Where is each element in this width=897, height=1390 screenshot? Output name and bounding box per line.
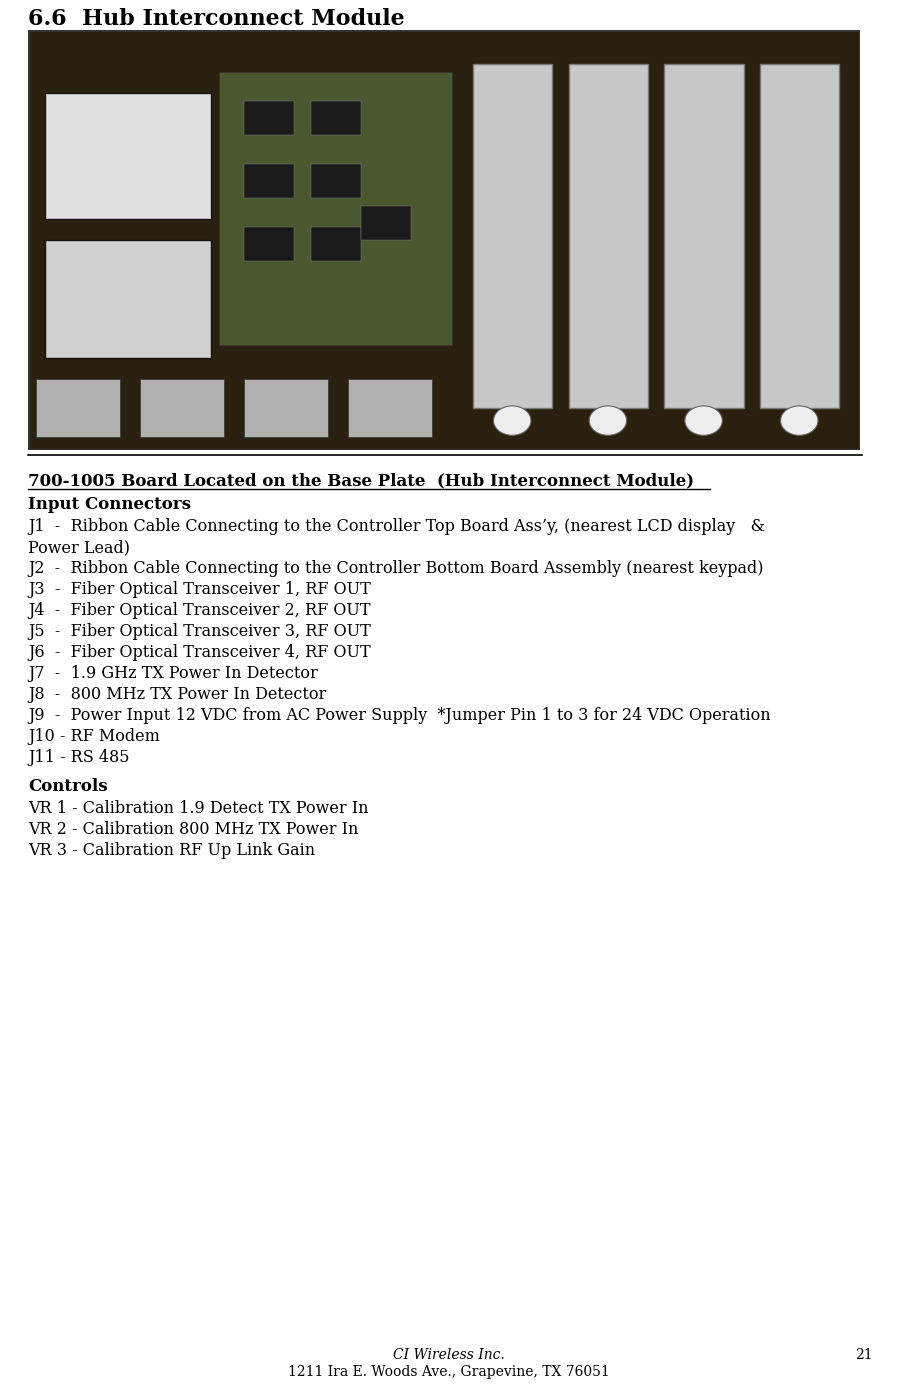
Ellipse shape — [685, 406, 722, 435]
Text: Input Connectors: Input Connectors — [28, 496, 191, 513]
FancyBboxPatch shape — [244, 101, 294, 135]
FancyBboxPatch shape — [28, 31, 860, 450]
Ellipse shape — [493, 406, 531, 435]
Text: J7  -  1.9 GHz TX Power In Detector: J7 - 1.9 GHz TX Power In Detector — [28, 664, 318, 682]
FancyBboxPatch shape — [244, 228, 294, 261]
FancyBboxPatch shape — [244, 164, 294, 197]
FancyBboxPatch shape — [665, 64, 744, 409]
FancyBboxPatch shape — [569, 64, 648, 409]
Text: J2  -  Ribbon Cable Connecting to the Controller Bottom Board Assembly (nearest : J2 - Ribbon Cable Connecting to the Cont… — [28, 560, 763, 577]
Text: VR 3 - Calibration RF Up Link Gain: VR 3 - Calibration RF Up Link Gain — [28, 842, 315, 859]
Ellipse shape — [589, 406, 627, 435]
Text: VR 2 - Calibration 800 MHz TX Power In: VR 2 - Calibration 800 MHz TX Power In — [28, 821, 359, 838]
FancyBboxPatch shape — [220, 72, 452, 345]
FancyBboxPatch shape — [45, 93, 211, 220]
Text: VR 1 - Calibration 1.9 Detect TX Power In: VR 1 - Calibration 1.9 Detect TX Power I… — [28, 801, 369, 817]
FancyBboxPatch shape — [140, 378, 223, 438]
Text: 21: 21 — [855, 1348, 873, 1362]
FancyBboxPatch shape — [473, 64, 553, 409]
Text: J11 - RS 485: J11 - RS 485 — [28, 749, 129, 766]
FancyBboxPatch shape — [311, 228, 361, 261]
FancyBboxPatch shape — [348, 378, 431, 438]
FancyBboxPatch shape — [311, 164, 361, 197]
Text: Controls: Controls — [28, 778, 108, 795]
Text: 1211 Ira E. Woods Ave., Grapevine, TX 76051: 1211 Ira E. Woods Ave., Grapevine, TX 76… — [288, 1365, 609, 1379]
Text: J5  -  Fiber Optical Transceiver 3, RF OUT: J5 - Fiber Optical Transceiver 3, RF OUT — [28, 623, 370, 639]
FancyBboxPatch shape — [36, 378, 119, 438]
FancyBboxPatch shape — [244, 378, 327, 438]
FancyBboxPatch shape — [760, 64, 840, 409]
Text: 700-1005 Board Located on the Base Plate  (Hub Interconnect Module): 700-1005 Board Located on the Base Plate… — [28, 473, 694, 489]
FancyBboxPatch shape — [361, 206, 411, 240]
Text: J8  -  800 MHz TX Power In Detector: J8 - 800 MHz TX Power In Detector — [28, 687, 327, 703]
Text: J6  -  Fiber Optical Transceiver 4, RF OUT: J6 - Fiber Optical Transceiver 4, RF OUT — [28, 644, 370, 662]
Ellipse shape — [780, 406, 818, 435]
Text: J3  -  Fiber Optical Transceiver 1, RF OUT: J3 - Fiber Optical Transceiver 1, RF OUT — [28, 581, 370, 598]
FancyBboxPatch shape — [45, 240, 211, 357]
Text: J4  -  Fiber Optical Transceiver 2, RF OUT: J4 - Fiber Optical Transceiver 2, RF OUT — [28, 602, 370, 619]
Text: J9  -  Power Input 12 VDC from AC Power Supply  *Jumper Pin 1 to 3 for 24 VDC Op: J9 - Power Input 12 VDC from AC Power Su… — [28, 708, 771, 724]
Text: Power Lead): Power Lead) — [28, 539, 130, 556]
FancyBboxPatch shape — [311, 101, 361, 135]
Text: CI Wireless Inc.: CI Wireless Inc. — [393, 1348, 504, 1362]
Text: 6.6  Hub Interconnect Module: 6.6 Hub Interconnect Module — [28, 8, 405, 31]
Text: J10 - RF Modem: J10 - RF Modem — [28, 728, 160, 745]
Text: J1  -  Ribbon Cable Connecting to the Controller Top Board Ass’y, (nearest LCD d: J1 - Ribbon Cable Connecting to the Cont… — [28, 518, 765, 535]
